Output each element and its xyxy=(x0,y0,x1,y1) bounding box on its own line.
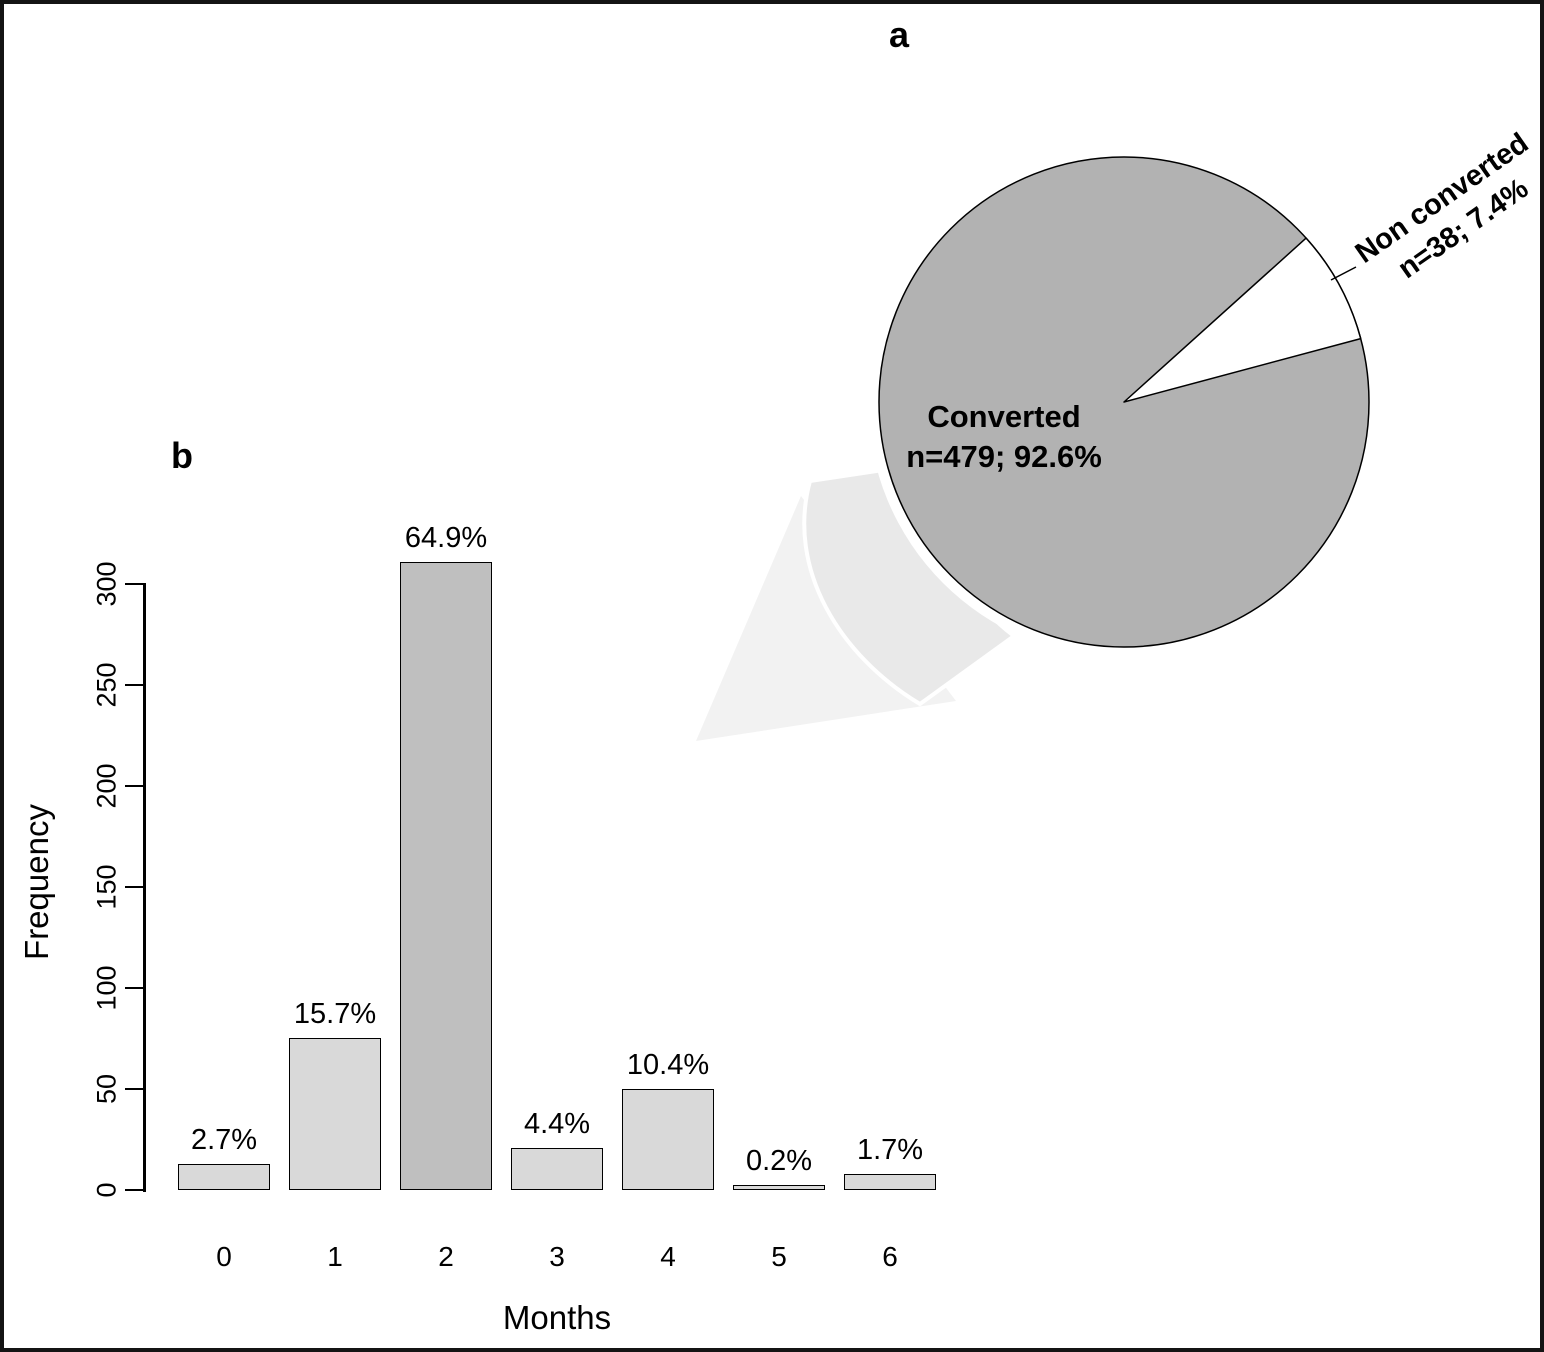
y-tick xyxy=(125,684,144,686)
x-tick-label: 2 xyxy=(438,1241,454,1272)
x-tick-label: 4 xyxy=(660,1241,676,1272)
bar-value-label: 2.7% xyxy=(190,1124,258,1156)
bar-month-3 xyxy=(511,1148,603,1190)
y-tick-label: 0 xyxy=(91,1182,122,1198)
bar-month-6 xyxy=(844,1174,936,1190)
x-tick-label: 0 xyxy=(216,1241,232,1272)
x-tick-label: 5 xyxy=(771,1241,787,1272)
pie-label-converted-line1: Converted xyxy=(927,399,1081,434)
bar-value-label: 4.4% xyxy=(523,1108,591,1140)
bar-value-label: 10.4% xyxy=(626,1049,710,1081)
y-tick xyxy=(125,785,144,787)
bar-month-1 xyxy=(289,1038,381,1190)
leader-line xyxy=(1330,266,1357,281)
y-tick xyxy=(125,1088,144,1090)
y-tick xyxy=(125,1189,144,1191)
y-tick xyxy=(125,886,144,888)
panel-label-b: b xyxy=(171,435,193,476)
pie-and-arrow-graphic xyxy=(696,146,1380,741)
bar-month-2 xyxy=(400,562,492,1190)
bar-value-label: 1.7% xyxy=(856,1134,924,1166)
bar-value-label: 0.2% xyxy=(745,1145,813,1177)
bar-month-5 xyxy=(733,1185,825,1190)
pie-label-converted-line2: n=479; 92.6% xyxy=(906,439,1102,474)
x-axis-title: Months xyxy=(502,1299,612,1336)
y-tick xyxy=(125,987,144,989)
y-tick-label: 100 xyxy=(91,965,122,1011)
y-tick-label: 150 xyxy=(91,864,122,910)
y-axis-title: Frequency xyxy=(18,804,55,960)
bar-month-4 xyxy=(622,1089,714,1190)
y-tick-label: 50 xyxy=(91,1073,122,1105)
bar-value-label: 15.7% xyxy=(293,998,377,1030)
panel-label-a: a xyxy=(888,14,910,55)
y-tick xyxy=(125,583,144,585)
bar-month-0 xyxy=(178,1164,270,1190)
y-tick-label: 250 xyxy=(91,662,122,708)
bar-value-label: 64.9% xyxy=(404,522,488,554)
y-tick-label: 300 xyxy=(91,561,122,607)
y-axis-line xyxy=(143,583,146,1192)
pie-nonconverted-slice xyxy=(1123,237,1362,403)
x-tick-label: 6 xyxy=(882,1241,898,1272)
x-tick-label: 3 xyxy=(549,1241,565,1272)
x-tick-label: 1 xyxy=(327,1241,343,1272)
pie-label-converted: Converted n=479; 92.6% xyxy=(906,397,1102,477)
y-tick-label: 200 xyxy=(91,763,122,809)
